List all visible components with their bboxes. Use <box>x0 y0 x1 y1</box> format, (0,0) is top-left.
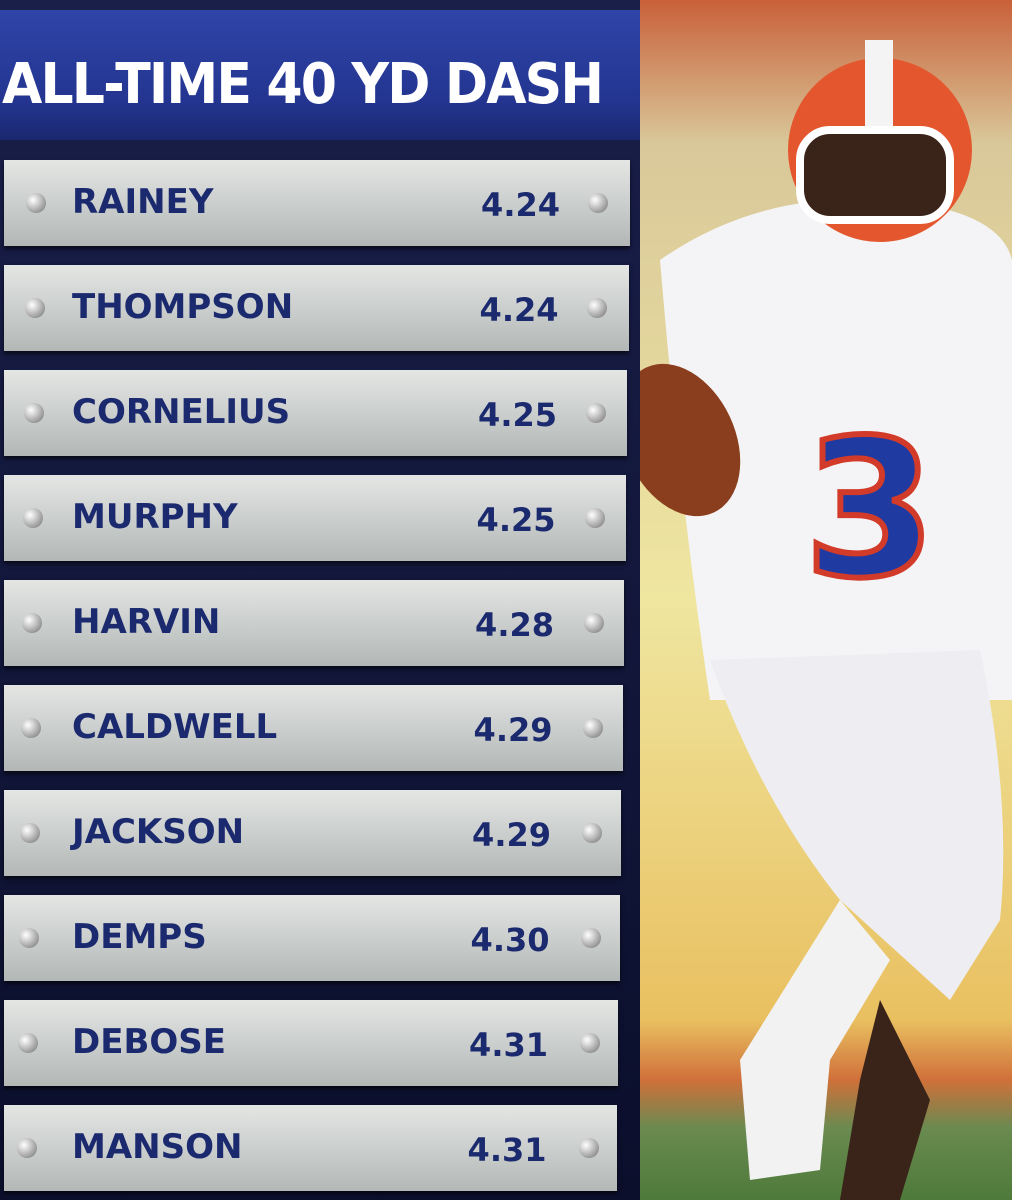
player-name: HARVIN <box>72 602 221 642</box>
dash-time: 4.24 <box>481 186 560 224</box>
screw <box>23 508 43 528</box>
jersey <box>660 198 1012 700</box>
dash-time: 4.25 <box>476 501 556 539</box>
record-board: ALL-TIME 40 YD DASH RAINEY 4.24 THOMPSON 4.… <box>0 0 640 1200</box>
jersey-number: 3 <box>804 399 936 620</box>
screw <box>583 718 603 738</box>
dash-time: 4.29 <box>473 711 553 749</box>
player-name: CALDWELL <box>72 707 278 747</box>
name-plate: CORNELIUS 4.25 <box>4 370 627 456</box>
board-title: ALL-TIME 40 YD DASH <box>2 52 604 117</box>
player-name: MURPHY <box>72 497 238 537</box>
name-plate: CALDWELL 4.29 <box>4 685 623 771</box>
player-name: MANSON <box>72 1127 243 1167</box>
name-plate: MURPHY 4.25 <box>4 475 626 561</box>
screw <box>584 613 604 633</box>
dash-time: 4.24 <box>479 291 559 329</box>
screw <box>580 1033 600 1053</box>
screw <box>24 403 44 423</box>
dash-time: 4.31 <box>469 1026 548 1064</box>
screw <box>17 1138 37 1158</box>
player-name: RAINEY <box>72 182 214 222</box>
pants <box>710 650 1004 1000</box>
name-plate: DEBOSE 4.31 <box>4 1000 618 1086</box>
screw <box>20 823 40 843</box>
facemask <box>796 126 954 224</box>
dash-time: 4.31 <box>467 1131 547 1169</box>
football <box>640 363 741 517</box>
name-plate: RAINEY 4.24 <box>4 160 630 246</box>
name-plate: HARVIN 4.28 <box>4 580 624 666</box>
name-plate: MANSON 4.31 <box>4 1105 617 1191</box>
player-name: DEMPS <box>72 917 207 957</box>
dash-time: 4.29 <box>472 816 551 854</box>
player-name: DEBOSE <box>72 1022 226 1062</box>
name-plate: DEMPS 4.30 <box>4 895 620 981</box>
helmet-stripe <box>865 40 893 130</box>
dash-time: 4.25 <box>478 396 557 434</box>
screw <box>579 1138 599 1158</box>
screw <box>587 298 607 318</box>
leg-back <box>840 1000 930 1200</box>
screw <box>586 403 606 423</box>
dash-time: 4.28 <box>475 606 554 644</box>
name-plate: JACKSON 4.29 <box>4 790 621 876</box>
banner: ALL-TIME 40 YD DASH <box>0 10 640 140</box>
screw <box>25 298 45 318</box>
screw <box>18 1033 38 1053</box>
screw <box>588 193 608 213</box>
screw <box>19 928 39 948</box>
screw <box>581 928 601 948</box>
screw <box>26 193 46 213</box>
dash-time: 4.30 <box>470 921 550 959</box>
player-name: THOMPSON <box>72 287 294 327</box>
screw <box>22 613 42 633</box>
player-name: JACKSON <box>72 812 245 852</box>
player-photo: 3 <box>640 0 1012 1200</box>
screw <box>585 508 605 528</box>
name-plate: THOMPSON 4.24 <box>4 265 629 351</box>
screw <box>21 718 41 738</box>
player-name: CORNELIUS <box>72 392 291 432</box>
screw <box>582 823 602 843</box>
leg <box>740 900 890 1180</box>
